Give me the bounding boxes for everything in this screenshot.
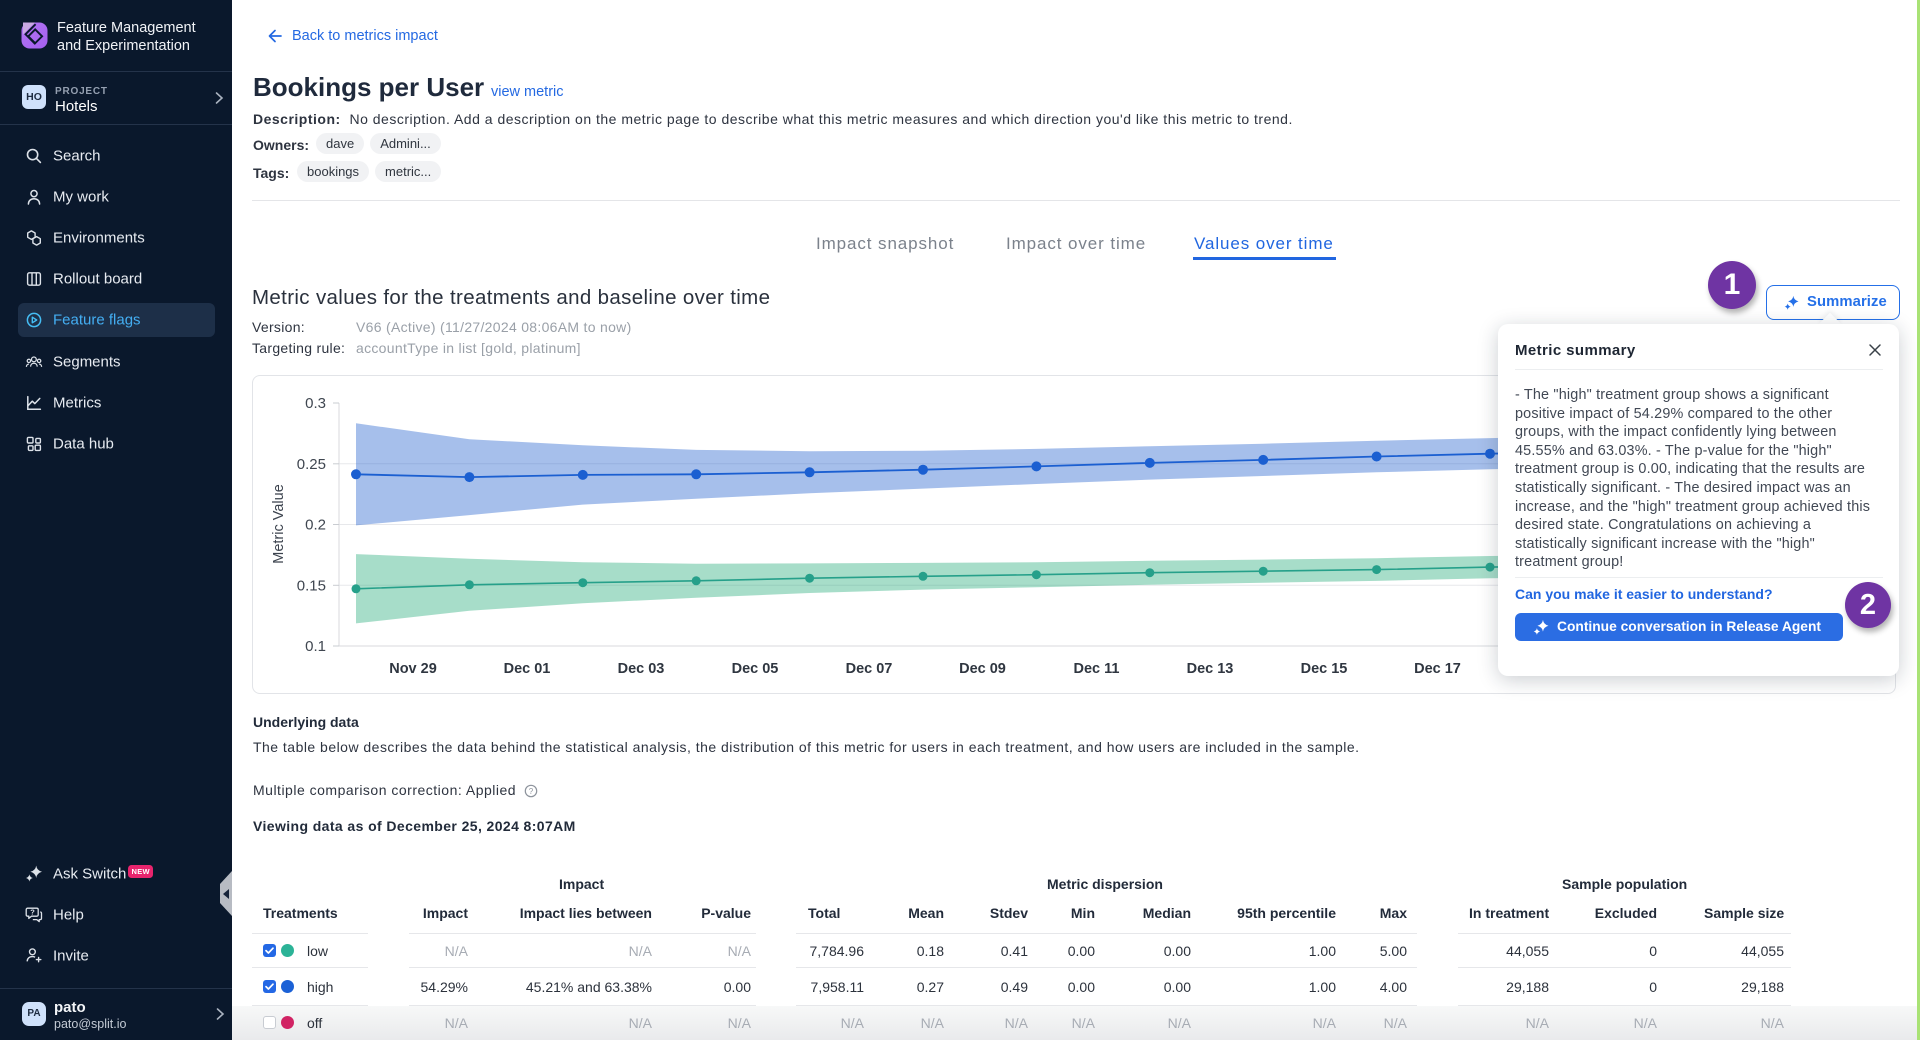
svg-text:?: ? — [529, 787, 534, 796]
svg-text:Dec 03: Dec 03 — [618, 661, 665, 677]
svg-text:Dec 01: Dec 01 — [504, 661, 551, 677]
svg-text:Nov 29: Nov 29 — [389, 661, 437, 677]
svg-text:0.3: 0.3 — [305, 395, 326, 412]
svg-text:0.15: 0.15 — [297, 577, 326, 594]
svg-text:Dec 17: Dec 17 — [1414, 661, 1461, 677]
svg-text:0.25: 0.25 — [297, 456, 326, 473]
svg-text:Dec 13: Dec 13 — [1187, 661, 1234, 677]
svg-text:Dec 09: Dec 09 — [959, 661, 1006, 677]
svg-text:Dec 07: Dec 07 — [846, 661, 893, 677]
svg-text:Dec 11: Dec 11 — [1074, 661, 1120, 677]
svg-text:Dec 05: Dec 05 — [732, 661, 779, 677]
svg-text:0.2: 0.2 — [305, 517, 326, 534]
svg-text:Dec 15: Dec 15 — [1301, 661, 1348, 677]
svg-text:0.1: 0.1 — [305, 638, 326, 655]
svg-text:Metric Value: Metric Value — [271, 484, 287, 564]
svg-text:?: ? — [30, 908, 35, 917]
